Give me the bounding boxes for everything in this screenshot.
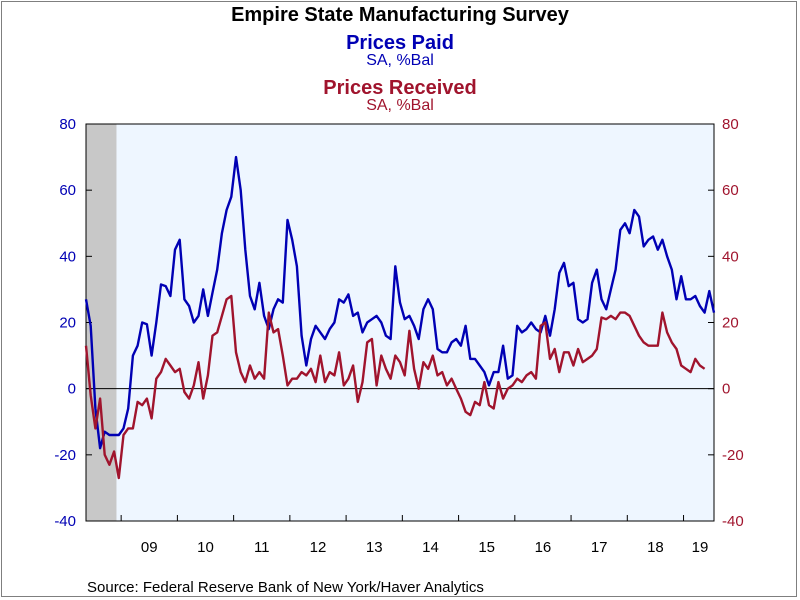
y-right-tick-label: 60 [722, 182, 739, 199]
y-right-tick-label: 80 [722, 116, 739, 133]
y-left-tick-label: -20 [54, 447, 76, 464]
x-tick-label: 10 [197, 539, 214, 556]
x-tick-label: 17 [591, 539, 608, 556]
series-line-prices-received [84, 294, 706, 480]
series-subtitle-prices-received: SA, %Bal [366, 97, 434, 114]
x-tick-label: 15 [478, 539, 495, 556]
x-tick-label: 11 [254, 539, 270, 556]
x-tick-label: 12 [310, 539, 327, 556]
series-line-prices-paid [84, 155, 716, 450]
x-tick-label: 14 [422, 539, 439, 556]
y-left-tick-label: 60 [59, 182, 76, 199]
x-tick-label: 09 [141, 539, 158, 556]
y-right-tick-label: 20 [722, 315, 739, 332]
x-tick-label: 19 [692, 539, 709, 556]
y-left-tick-label: 80 [59, 116, 76, 133]
chart-title: Empire State Manufacturing Survey [231, 4, 569, 26]
source-note: Source: Federal Reserve Bank of New York… [87, 579, 484, 596]
x-tick-label: 13 [366, 539, 383, 556]
y-left-tick-label: 0 [68, 381, 76, 398]
series-title-prices-paid: Prices Paid [346, 32, 454, 54]
y-right-tick-label: 40 [722, 248, 739, 265]
y-left-tick-label: 40 [59, 248, 76, 265]
y-left-tick-label: 20 [59, 315, 76, 332]
y-right-tick-label: 0 [722, 381, 730, 398]
y-left-tick-label: -40 [54, 513, 76, 530]
plot-area [86, 124, 714, 521]
y-right-tick-label: -20 [722, 447, 744, 464]
y-right-tick-label: -40 [722, 513, 744, 530]
x-tick-label: 18 [647, 539, 664, 556]
series-title-prices-received: Prices Received [323, 77, 477, 99]
series-subtitle-prices-paid: SA, %Bal [366, 52, 434, 69]
x-tick-label: 16 [535, 539, 552, 556]
